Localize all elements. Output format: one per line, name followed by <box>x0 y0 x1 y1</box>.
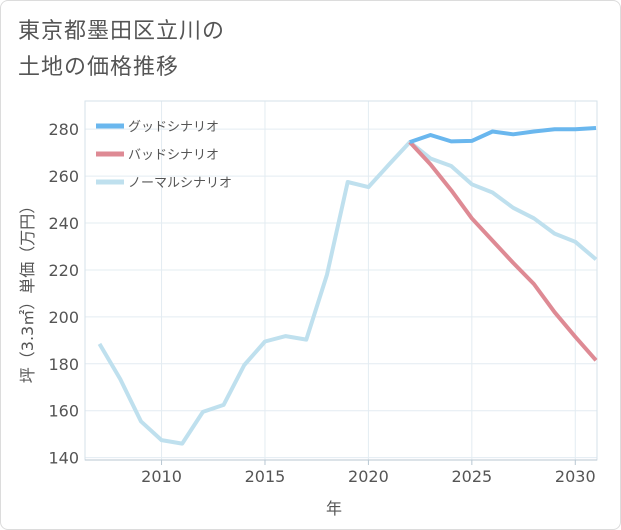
chart-title: 東京都墨田区立川の 土地の価格推移 <box>18 14 225 86</box>
y-tick-label-160: 160 <box>48 402 79 421</box>
series-lines <box>97 126 598 446</box>
x-tick-label-2015: 2015 <box>245 467 286 486</box>
y-tick-label-140: 140 <box>48 449 79 468</box>
x-tick-label-2030: 2030 <box>555 467 596 486</box>
series-line-1 <box>408 140 598 362</box>
chart-title-line-2: 土地の価格推移 <box>18 55 180 80</box>
legend-label-0: グッドシナリオ <box>128 120 219 135</box>
x-tick-label-2025: 2025 <box>451 467 492 486</box>
y-tick-label-180: 180 <box>48 355 79 374</box>
chart-title-line-1: 東京都墨田区立川の <box>18 19 226 44</box>
series-line-0 <box>409 126 597 144</box>
y-tick-label-280: 280 <box>48 120 79 139</box>
axes <box>84 100 598 465</box>
x-tick-label-2020: 2020 <box>348 467 389 486</box>
legend-label-1: バッドシナリオ <box>128 148 219 163</box>
tick-labels: 140 160 180 200 220 240 260 280 2010 2015 2020 2025… <box>48 120 595 486</box>
y-tick-label-200: 200 <box>48 308 79 327</box>
x-tick-label-2010: 2010 <box>141 467 182 486</box>
y-tick-label-260: 260 <box>48 167 79 186</box>
legend-label-2: ノーマルシナリオ <box>128 176 232 191</box>
series-line-2 <box>97 140 598 446</box>
y-axis-title: 坪（3.3㎡）単価（万円） <box>18 198 37 383</box>
x-axis-title: 年 <box>326 499 342 518</box>
grid-lines <box>85 101 597 460</box>
y-tick-label-220: 220 <box>48 261 79 280</box>
y-tick-label-240: 240 <box>48 214 79 233</box>
